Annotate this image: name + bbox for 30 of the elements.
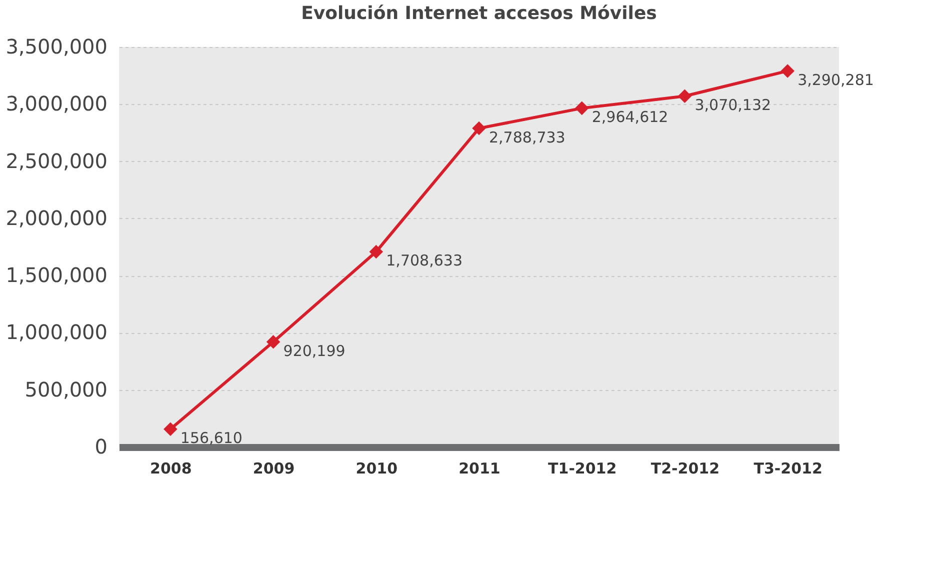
- point: [574, 101, 589, 116]
- y-tick-label: 1,500,000: [6, 263, 108, 288]
- x-tick-label: T3-2012: [754, 460, 822, 478]
- y-tick-label: 1,000,000: [6, 320, 108, 344]
- data-label: 2,964,612: [592, 108, 668, 126]
- data-label: 1,708,633: [386, 252, 462, 270]
- point: [164, 422, 178, 436]
- y-tick-label: 2,000,000: [6, 206, 108, 230]
- x-tick-label: 2008: [150, 460, 192, 478]
- y-tick-label: 2,500,000: [6, 148, 108, 173]
- x-tick-label: 2010: [356, 460, 398, 478]
- y-tick-label: 3,500,000: [6, 34, 108, 58]
- data-label: 3,290,281: [798, 70, 874, 89]
- x-tick-label: 2011: [458, 460, 500, 478]
- chart-title: Evolución Internet accesos Móviles: [301, 3, 657, 24]
- y-tick-label: 500,000: [24, 377, 108, 402]
- point: [780, 64, 794, 78]
- data-label: 920,199: [283, 342, 346, 360]
- y-tick-label: 3,000,000: [6, 92, 108, 116]
- point: [369, 244, 384, 259]
- point: [678, 89, 692, 104]
- point: [472, 121, 486, 136]
- data-label: 2,788,733: [489, 128, 566, 146]
- x-tick-label: T1-2012: [548, 460, 617, 478]
- x-tick-label: T2-2012: [650, 460, 720, 478]
- y-tick-label: 0: [94, 434, 108, 458]
- point: [266, 334, 280, 349]
- data-label: 156,610: [180, 429, 242, 448]
- data-label: 3,070,132: [694, 96, 772, 114]
- x-tick-label: 2009: [252, 460, 295, 478]
